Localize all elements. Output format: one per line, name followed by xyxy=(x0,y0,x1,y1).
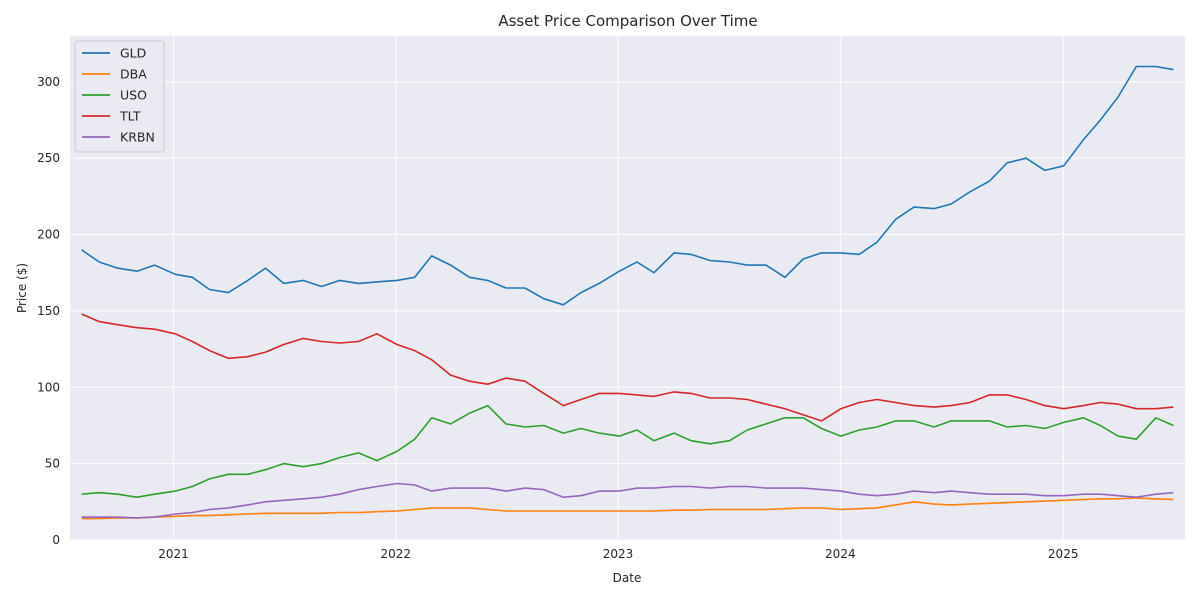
chart-title: Asset Price Comparison Over Time xyxy=(498,12,757,30)
axis-ticks: 0 50 100 150 200 250 300 2021 2022 2023 2024 2025 xyxy=(37,75,1078,561)
legend-label-dba: DBA xyxy=(120,67,147,82)
legend-label-uso: USO xyxy=(120,88,147,103)
y-tick-label: 300 xyxy=(37,75,60,89)
series-line-tlt xyxy=(81,313,1174,422)
y-tick-label: 0 xyxy=(52,533,60,547)
chart-legend: GLD DBA USO TLT KRBN xyxy=(74,40,165,153)
series-line-krbn xyxy=(81,482,1174,519)
y-tick-label: 150 xyxy=(37,304,60,318)
legend-box xyxy=(74,40,165,153)
x-tick-label: 2021 xyxy=(158,547,189,561)
x-tick-label: 2025 xyxy=(1048,547,1079,561)
x-tick-label: 2024 xyxy=(825,547,856,561)
x-axis-label: Date xyxy=(613,571,642,585)
grid-lines xyxy=(70,36,1185,541)
series-line-dba xyxy=(81,497,1174,520)
legend-label-krbn: KRBN xyxy=(120,130,155,145)
x-tick-label: 2022 xyxy=(381,547,412,561)
y-axis-label: Price ($) xyxy=(15,263,29,313)
y-tick-label: 50 xyxy=(45,457,60,471)
legend-label-tlt: TLT xyxy=(119,109,141,124)
x-tick-label: 2023 xyxy=(603,547,634,561)
plot-area xyxy=(70,36,1185,540)
legend-label-gld: GLD xyxy=(120,46,146,61)
series-line-uso xyxy=(81,404,1174,498)
series-lines xyxy=(81,65,1174,520)
y-tick-label: 250 xyxy=(37,151,60,165)
y-tick-label: 100 xyxy=(37,380,60,394)
series-line-gld xyxy=(81,65,1174,306)
y-tick-label: 200 xyxy=(37,228,60,242)
